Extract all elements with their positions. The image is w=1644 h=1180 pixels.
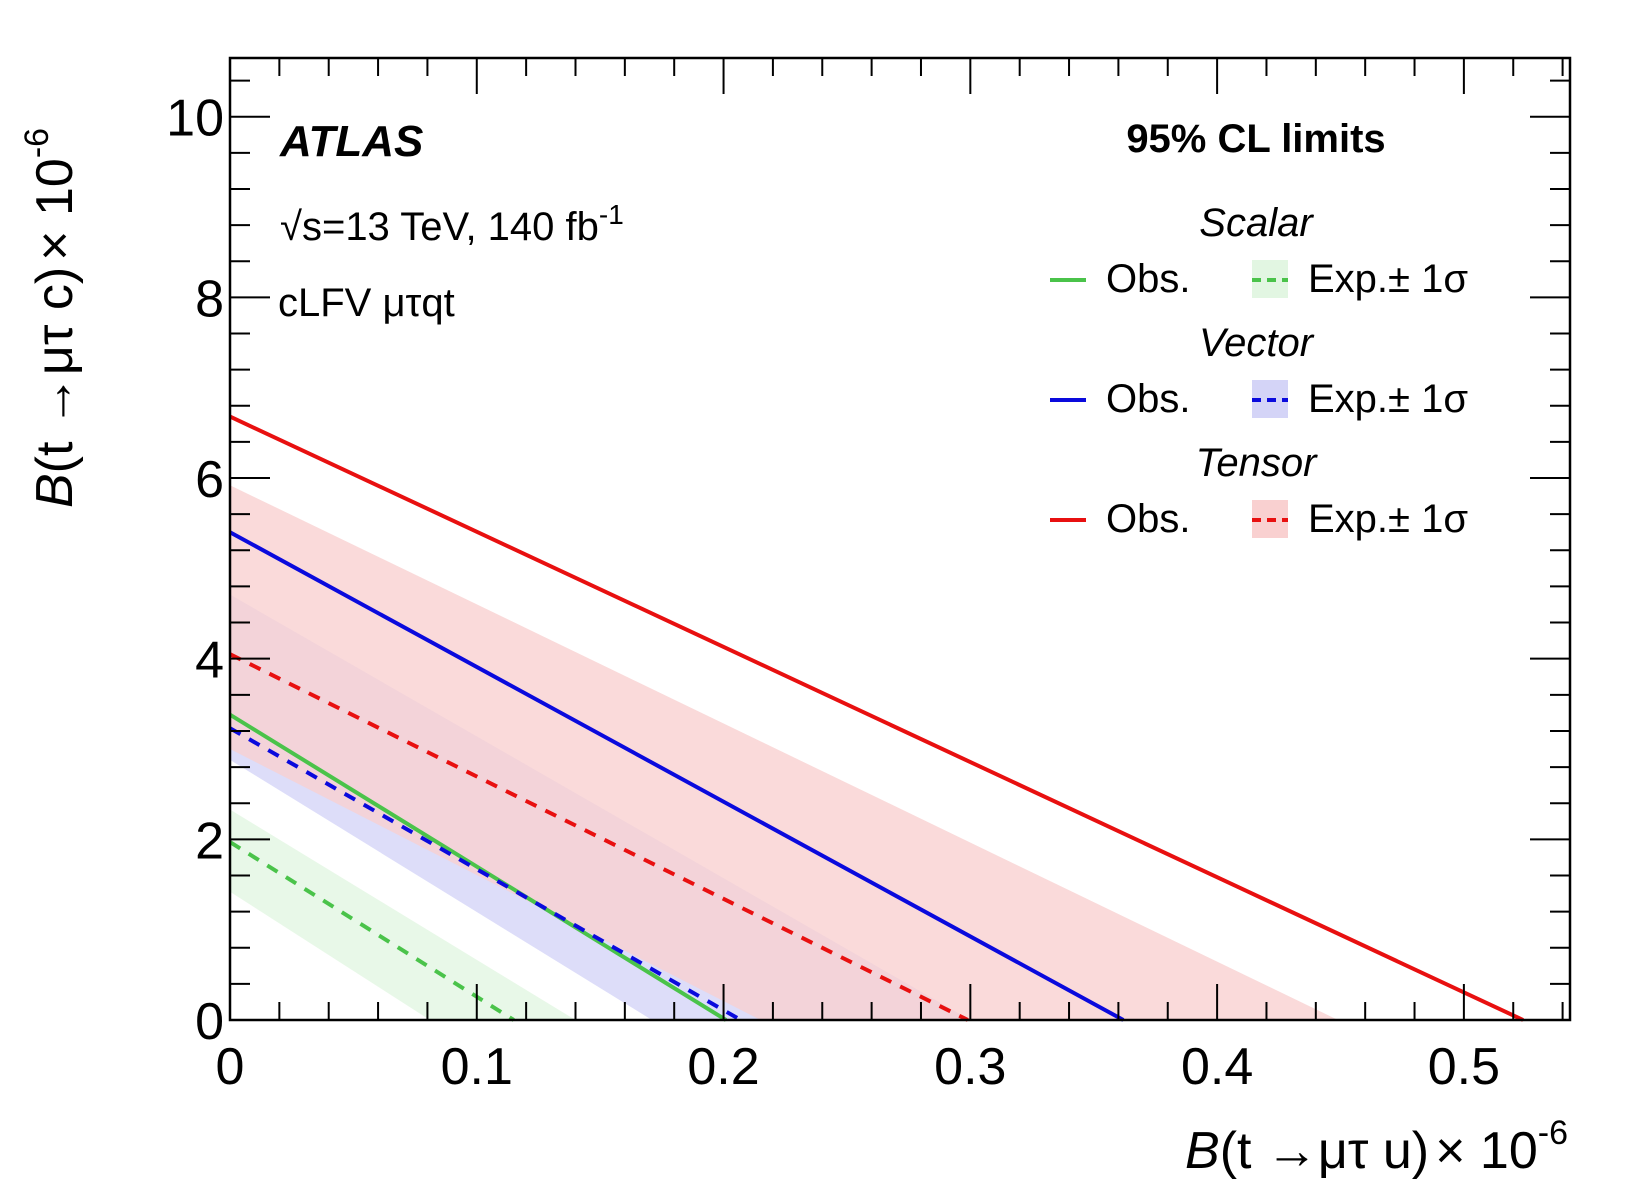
legend-group-tensor: Tensor <box>1196 441 1319 485</box>
y-tick-label: 4 <box>195 632 224 690</box>
x-tick-label: 0.1 <box>441 1038 513 1096</box>
analysis-label: cLFV μτqt <box>278 281 455 325</box>
y-tick-label: 0 <box>195 993 224 1051</box>
expected-bands <box>230 485 1339 1020</box>
atlas-label: ATLAS <box>279 117 423 166</box>
legend-obs-label-vector: Obs. <box>1106 377 1190 421</box>
y-axis-title: B(t →μτ c)× 10-6 <box>18 128 84 508</box>
expected-line-tensor <box>229 652 969 1022</box>
legend-group-scalar: Scalar <box>1199 201 1314 245</box>
limit-lines <box>228 414 1524 1022</box>
tick-labels: 0 0.1 0.2 0.3 0.4 0.5 0 2 4 6 8 10 <box>166 90 1500 1096</box>
expected-line-vector <box>229 726 742 1022</box>
y-tick-label: 2 <box>195 812 224 870</box>
x-axis-title: B(t →μτ u) × 10-6 <box>1185 1114 1568 1180</box>
plot-frame <box>228 56 1572 1022</box>
observed-line-tensor <box>229 414 1524 1022</box>
x-tick-label: 0.5 <box>1428 1038 1500 1096</box>
observed-line-scalar <box>228 712 728 1022</box>
band-scalar <box>230 809 576 1020</box>
legend-exp-label-tensor: Exp.± 1σ <box>1308 497 1468 541</box>
legend-exp-label-vector: Exp.± 1σ <box>1308 377 1468 421</box>
x-tick-label: 0.2 <box>687 1038 759 1096</box>
y-tick-label: 6 <box>195 451 224 509</box>
x-tick-label: 0 <box>216 1038 245 1096</box>
expected-line-scalar <box>228 840 515 1022</box>
legend-obs-label-scalar: Obs. <box>1106 257 1190 301</box>
legend-exp-label-scalar: Exp.± 1σ <box>1308 257 1468 301</box>
energy-lumi-label: √s=13 TeV, 140 fb-1 <box>280 199 624 249</box>
x-tick-label: 0.3 <box>934 1038 1006 1096</box>
x-tick-label: 0.4 <box>1181 1038 1253 1096</box>
y-tick-label: 8 <box>195 270 224 328</box>
legend-title: 95% CL limits <box>1126 117 1385 161</box>
y-tick-label: 10 <box>166 90 224 148</box>
legend-group-vector: Vector <box>1199 321 1315 365</box>
observed-line-vector <box>229 530 1125 1022</box>
axis-ticks <box>229 58 1570 1021</box>
legend-obs-label-tensor: Obs. <box>1106 497 1190 541</box>
